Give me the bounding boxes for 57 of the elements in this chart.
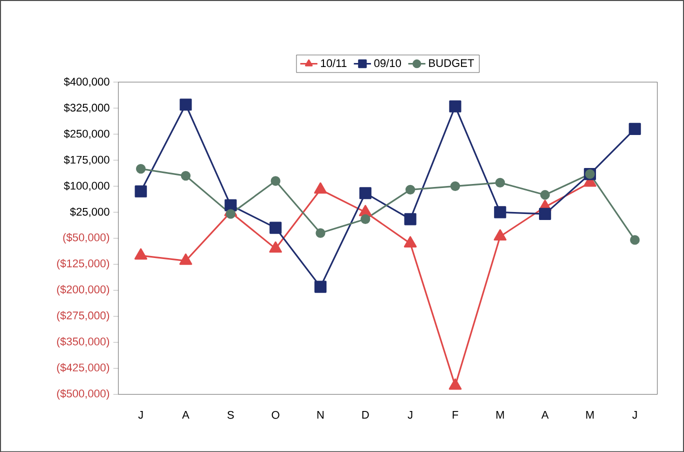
legend-label: 10/11: [321, 58, 346, 67]
legend-label: 09/10: [374, 58, 401, 67]
point: [494, 229, 507, 240]
x-tick-label: M: [496, 410, 504, 418]
point: [448, 378, 462, 390]
y-tick-label: $100,000: [64, 181, 110, 191]
point: [538, 208, 552, 220]
point: [404, 212, 416, 226]
point: [494, 206, 506, 218]
point: [270, 222, 282, 234]
y-tick-label: ($125,000): [57, 258, 110, 270]
x-tick-label: D: [362, 410, 369, 418]
point: [269, 241, 282, 253]
y-tick-label: ($425,000): [57, 362, 110, 374]
point: [270, 176, 280, 186]
point: [179, 253, 192, 265]
point: [450, 181, 460, 191]
point: [314, 182, 327, 194]
point: [180, 170, 191, 180]
y-tick-label: $250,000: [64, 129, 110, 139]
point: [359, 186, 372, 200]
point: [404, 236, 417, 248]
point: [405, 184, 416, 194]
x-tick-label: A: [182, 410, 190, 418]
x-tick-label: M: [586, 410, 594, 418]
x-tick-label: J: [138, 410, 143, 419]
y-tick-label: $325,000: [64, 103, 110, 113]
y-tick-label: $400,000: [64, 77, 110, 87]
point: [540, 190, 550, 200]
y-tick-label: ($275,000): [57, 310, 110, 322]
legend-label: BUDGET: [429, 59, 474, 67]
point: [224, 199, 237, 212]
y-tick-label: ($200,000): [57, 284, 110, 296]
x-tick-label: J: [632, 410, 637, 419]
y-tick-label: ($500,000): [57, 389, 110, 400]
point: [495, 178, 505, 188]
x-tick-label: A: [541, 410, 549, 418]
point: [316, 228, 326, 238]
x-tick-label: O: [272, 410, 280, 419]
x-tick-label: J: [408, 410, 412, 419]
point: [449, 100, 462, 112]
x-tick-label: N: [317, 410, 324, 418]
y-tick-label: $25,000: [70, 207, 110, 217]
point: [134, 248, 148, 260]
y-tick-label: ($350,000): [57, 336, 110, 348]
point: [360, 214, 370, 224]
point: [136, 164, 146, 174]
point: [226, 208, 236, 219]
x-tick-label: S: [227, 410, 234, 419]
point: [314, 280, 327, 293]
point: [630, 234, 640, 245]
y-tick-label: $175,000: [64, 155, 110, 165]
point: [628, 122, 641, 135]
point: [134, 185, 147, 198]
y-tick-label: ($50,000): [63, 232, 110, 244]
x-tick-label: F: [452, 410, 458, 418]
point: [180, 98, 192, 111]
